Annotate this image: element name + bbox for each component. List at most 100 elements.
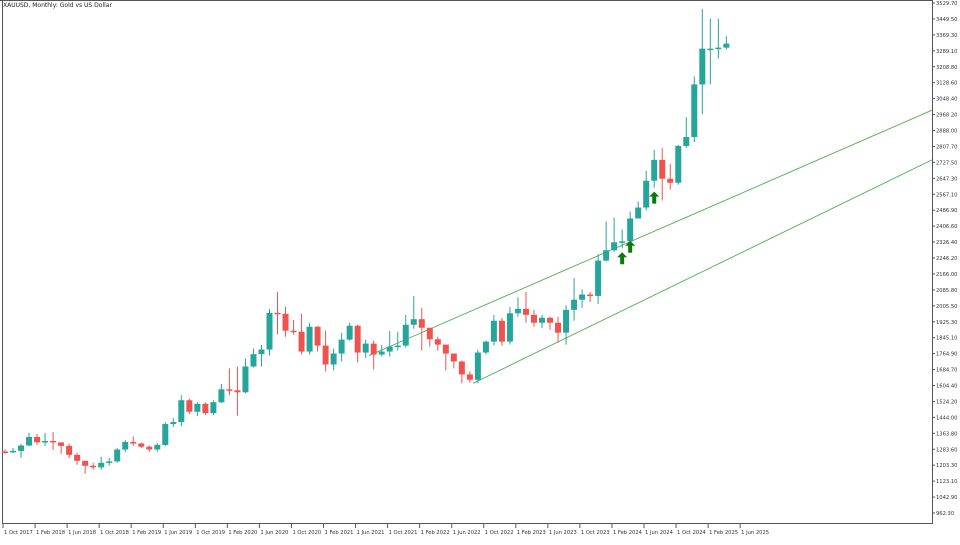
candle-body [66,445,73,455]
candle [290,319,297,335]
candle [659,147,666,201]
candle-body [290,330,297,333]
candle [426,327,433,347]
price-label: 2166.00 [936,272,957,278]
candle-body [715,47,722,50]
candle [314,326,321,352]
candle-body [346,325,353,340]
candle [482,340,489,355]
candle-body [458,361,465,375]
candle-body [522,308,529,315]
candle-body [114,449,121,462]
candle [114,447,121,463]
candle-body [378,351,385,355]
candle [98,456,105,470]
candle [210,400,217,416]
price-label: 2647.30 [936,176,957,182]
candle [362,339,369,358]
candle [611,217,618,252]
candle-body [563,309,570,333]
candle-body [162,424,169,445]
candle [595,254,602,304]
candle-body [386,346,393,352]
candle-body [603,250,610,261]
candle-body [146,446,153,450]
candle-body [178,400,185,423]
candle [715,18,722,59]
candle [643,170,650,211]
candle-body [330,353,337,365]
price-label: 2727.50 [936,160,957,166]
candle [42,433,49,446]
candle-body [306,326,313,352]
time-label: 1 Feb 2021 [325,530,354,536]
candle [651,149,658,188]
candle [82,460,89,474]
candle-body [442,344,449,354]
candle-body [322,345,329,365]
candle [330,348,337,371]
candle [2,449,8,454]
price-label: 3529.70 [936,1,957,7]
buy-arrow-icon [625,240,636,253]
candle [162,422,169,446]
candle-body [362,343,369,353]
candle [691,76,698,142]
channel-lower-line[interactable] [472,159,933,384]
candle [130,436,137,446]
candle [338,332,345,362]
price-label: 3449.50 [936,17,957,23]
candle [282,306,289,337]
candle [474,349,481,384]
candle-body [130,441,137,444]
candle [138,442,145,448]
candle [539,314,546,329]
candle-body [539,317,546,323]
candle-body [194,403,201,412]
candle-body [186,400,193,412]
candle [723,36,730,50]
time-label: 1 Oct 2024 [677,530,706,536]
candle-body [282,313,289,331]
candle-body [154,444,161,450]
candles [2,8,730,474]
price-label: 3128.60 [936,81,957,87]
candle-body [42,440,49,443]
candle-body [18,445,25,451]
candle-body [394,345,401,348]
time-label: 1 Oct 2021 [389,530,418,536]
candle [418,307,425,351]
time-label: 1 Jun 2018 [68,530,96,536]
price-label: 2807.70 [936,144,957,150]
candle [394,331,401,351]
candle-body [10,450,17,453]
candle-body [418,319,425,328]
candle-body [338,339,345,354]
candle [563,305,570,345]
candle [74,452,81,465]
candle-body [699,48,706,85]
candle [194,402,201,417]
candle [66,443,73,459]
candle-body [314,326,321,346]
candle [298,313,305,355]
time-label: 1 Jun 2025 [741,530,769,536]
candle [274,291,281,335]
time-label: 1 Feb 2022 [421,530,450,536]
candle-body [514,308,521,314]
candle [306,322,313,355]
candle [242,358,249,394]
time-label: 1 Jun 2020 [260,530,288,536]
buy-arrow-icon [649,191,660,204]
candle [675,144,682,185]
candle [402,314,409,348]
candle-body [579,294,586,300]
candle [218,383,225,404]
candle-body [595,260,602,296]
time-label: 1 Oct 2022 [485,530,514,536]
channel-upper-line[interactable] [368,109,933,356]
time-label: 1 Feb 2020 [228,530,257,536]
candle-body [218,389,225,403]
candle-body [138,443,145,447]
